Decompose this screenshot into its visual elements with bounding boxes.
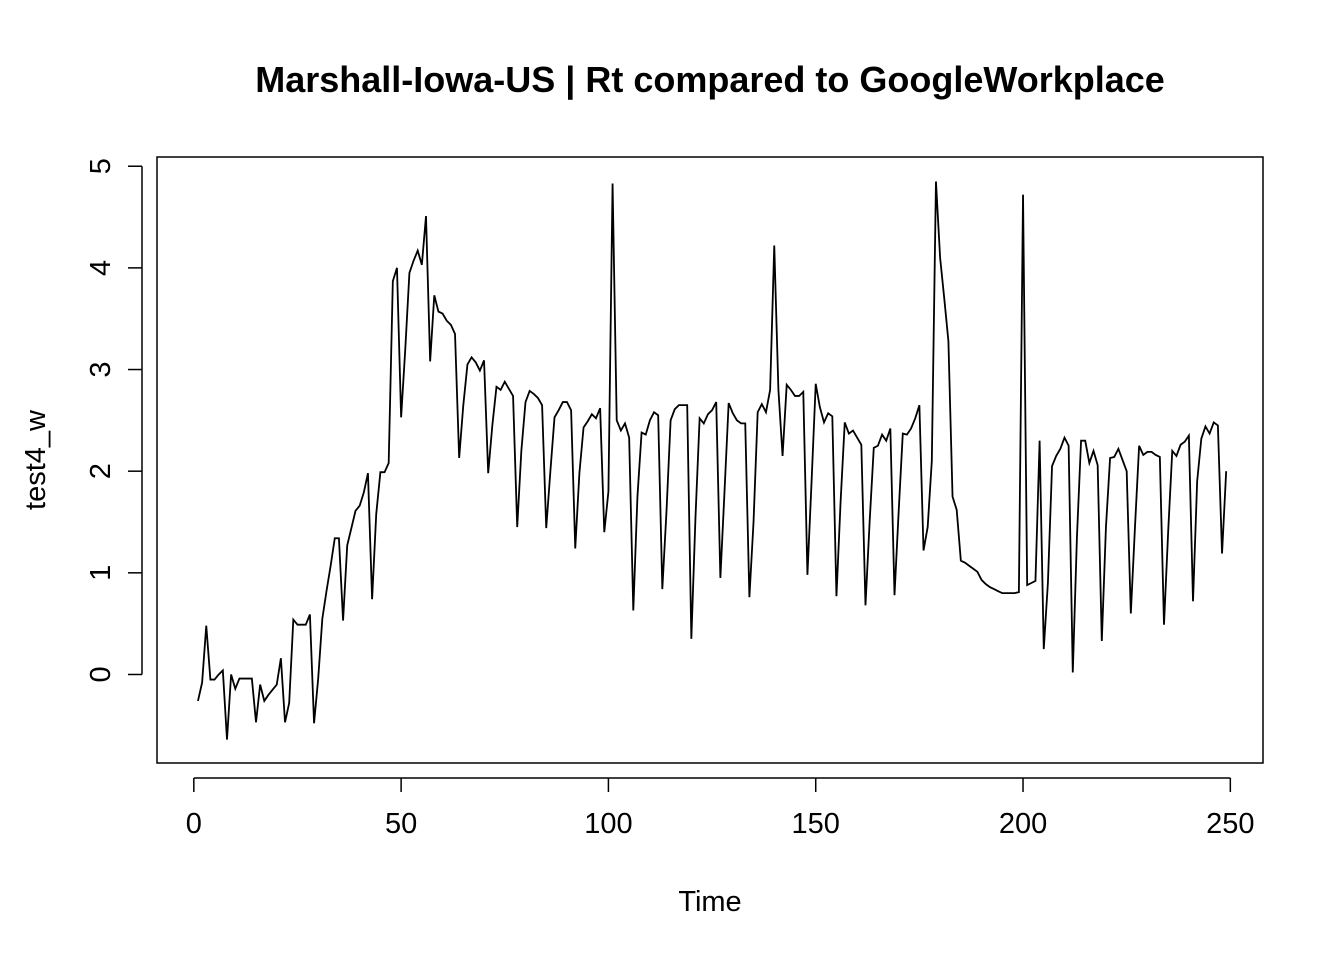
y-tick-label: 5 (85, 158, 117, 174)
series-line (197, 181, 1228, 740)
x-axis-label: Time (678, 886, 741, 918)
chart-title: Marshall-Iowa-US | Rt compared to Google… (255, 59, 1165, 101)
x-tick-label: 250 (1206, 808, 1254, 840)
y-tick-label: 2 (85, 463, 117, 479)
x-tick-label: 0 (186, 808, 202, 840)
plot-frame (156, 156, 1264, 764)
x-tick-label: 50 (385, 808, 417, 840)
y-tick-label: 4 (85, 260, 117, 276)
y-tick-label: 0 (85, 666, 117, 682)
x-tick-label: 150 (792, 808, 840, 840)
y-tick-label: 1 (85, 565, 117, 581)
x-tick-label: 100 (584, 808, 632, 840)
series-layer (197, 181, 1228, 740)
y-axis-label: test4_w (20, 409, 52, 510)
y-tick-label: 3 (85, 361, 117, 377)
x-tick-label: 200 (999, 808, 1047, 840)
x-axis: 0 50 100 150 200 250 (186, 777, 1255, 840)
y-axis: 0 1 2 3 4 5 (85, 158, 143, 683)
